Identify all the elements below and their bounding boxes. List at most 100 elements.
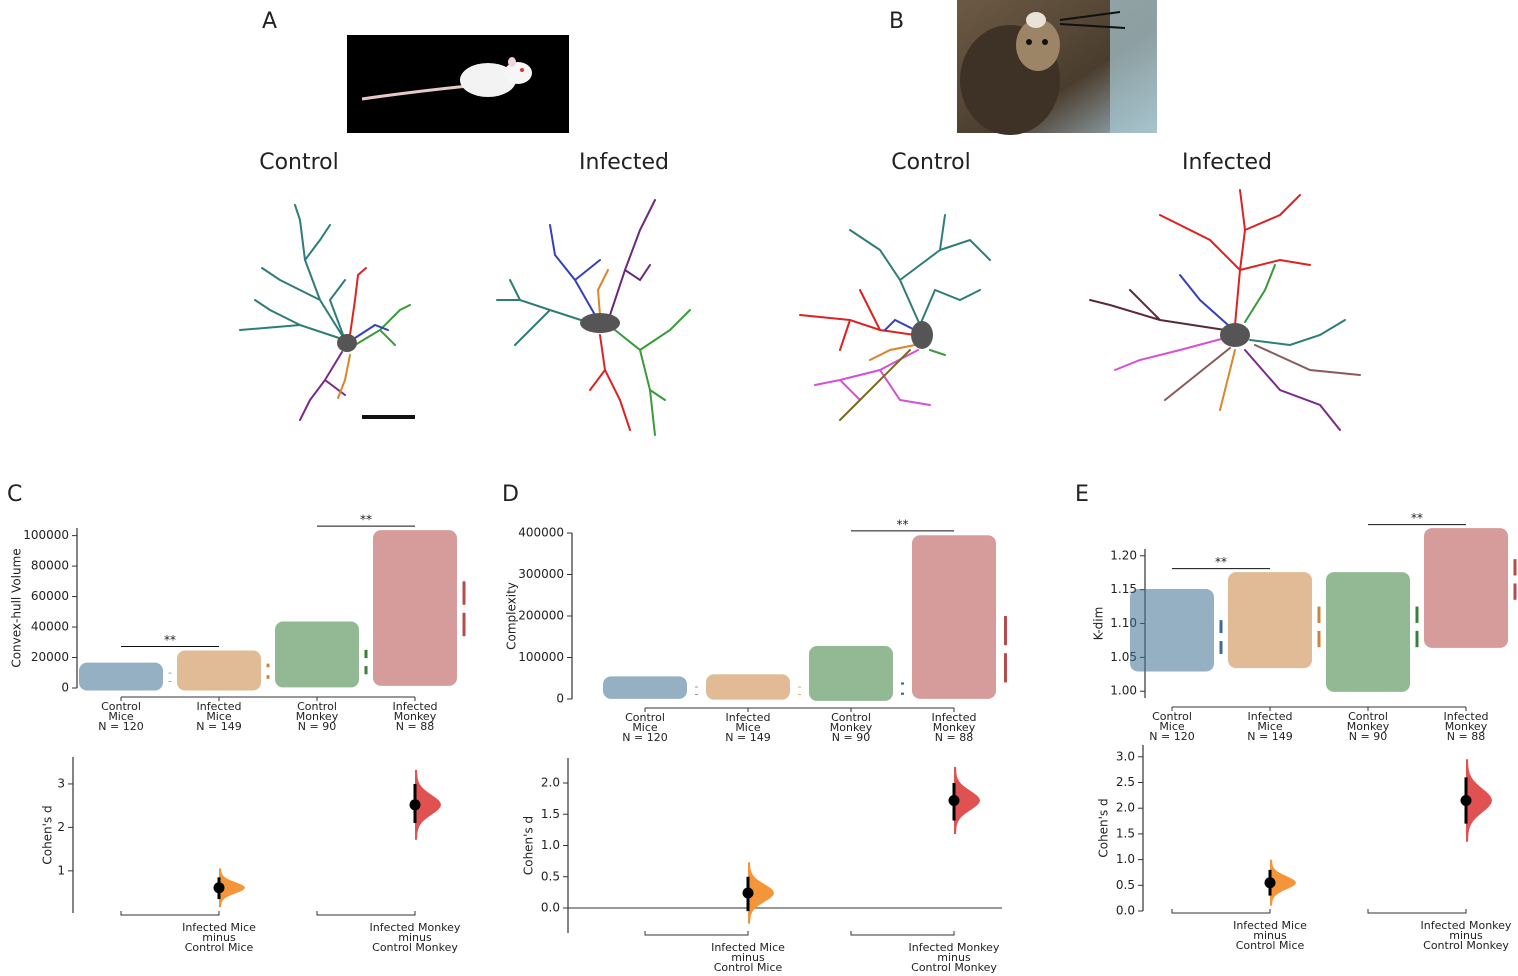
y-tick-label: 100000 <box>518 650 564 664</box>
effect-point <box>1460 795 1472 807</box>
x-tick-label: Control <box>297 700 337 713</box>
effect-point <box>742 887 754 899</box>
comparison-label: Control Mice <box>1236 939 1305 952</box>
x-tick-label: Monkey <box>1445 720 1488 733</box>
neuron-reconstruction <box>799 214 991 421</box>
comparison-label: Infected Mice <box>182 921 256 934</box>
swarm-extent <box>177 650 261 691</box>
y-axis-label: Complexity <box>505 582 519 650</box>
x-tick-label: N = 90 <box>1349 730 1387 743</box>
x-tick-label: Infected <box>932 711 977 724</box>
bootstrap-distribution <box>415 769 441 840</box>
significance-label: ** <box>164 633 176 647</box>
effect-point <box>1264 877 1276 889</box>
y-tick-label: 60000 <box>31 589 69 603</box>
comparison-bracket <box>644 931 749 936</box>
significance-label: ** <box>897 517 909 531</box>
neuron-reconstruction <box>239 204 415 421</box>
x-tick-label: N = 149 <box>196 720 241 733</box>
swarm-extent <box>373 530 457 686</box>
x-tick-label: Control <box>831 711 871 724</box>
x-tick-label: N = 88 <box>1447 730 1485 743</box>
x-tick-label: Monkey <box>830 721 873 734</box>
swarm-extent <box>809 646 893 701</box>
x-tick-label: Monkey <box>296 710 339 723</box>
y-tick-label: 1.15 <box>1110 582 1137 596</box>
x-tick-label: N = 88 <box>935 731 973 744</box>
swarm-extent <box>1326 572 1410 692</box>
x-tick-label: N = 90 <box>832 731 870 744</box>
y-tick-label: 0.5 <box>1116 878 1135 892</box>
comparison-label: minus <box>1253 929 1287 942</box>
x-tick-label: Infected <box>726 711 771 724</box>
x-tick-label: N = 149 <box>1247 730 1292 743</box>
y-tick-label: 2.0 <box>541 776 560 790</box>
y-tick-label: 100000 <box>23 528 69 542</box>
column-title: Control <box>891 150 971 175</box>
x-tick-label: Mice <box>1159 720 1185 733</box>
swarm-extent <box>275 621 359 688</box>
y-tick-label: 3 <box>57 776 65 790</box>
y-axis-label: Cohen's d <box>522 816 536 875</box>
marmoset-photo <box>957 0 1157 135</box>
effect-point <box>409 799 421 811</box>
panel-letter: C <box>7 482 22 507</box>
swarm-extent <box>912 535 996 699</box>
bootstrap-distribution <box>954 767 980 834</box>
x-tick-label: N = 149 <box>725 731 770 744</box>
y-tick-label: 400000 <box>518 526 564 540</box>
comparison-bracket <box>120 911 220 916</box>
x-tick-label: Monkey <box>394 710 437 723</box>
y-tick-label: 1 <box>57 863 65 877</box>
y-tick-label: 200000 <box>518 609 564 623</box>
comparison-label: Infected Mice <box>1233 919 1307 932</box>
comparison-label: minus <box>398 931 432 944</box>
x-tick-label: Mice <box>735 721 761 734</box>
column-title: Control <box>259 150 339 175</box>
comparison-label: Infected Monkey <box>909 941 1000 954</box>
comparison-bracket <box>1367 909 1467 914</box>
column-title: Infected <box>579 150 669 175</box>
panel-letter: E <box>1075 482 1089 507</box>
comparison-bracket <box>316 911 416 916</box>
x-tick-label: Mice <box>108 710 134 723</box>
x-tick-label: Control <box>625 711 665 724</box>
y-tick-label: 0 <box>61 681 69 695</box>
y-tick-label: 1.20 <box>1110 548 1137 562</box>
bootstrap-distribution <box>748 862 774 924</box>
y-tick-label: 1.0 <box>1116 852 1135 866</box>
bootstrap-distribution <box>219 868 245 908</box>
x-tick-label: N = 120 <box>622 731 667 744</box>
significance-label: ** <box>1411 511 1423 525</box>
effect-point <box>948 795 960 806</box>
swarm-extent <box>603 676 687 699</box>
y-tick-label: 3.0 <box>1116 749 1135 763</box>
panel-letter: A <box>262 9 277 34</box>
x-tick-label: Monkey <box>933 721 976 734</box>
neuron-reconstruction <box>1089 189 1361 431</box>
swarm-extent <box>1424 528 1508 648</box>
y-tick-label: 1.5 <box>1116 826 1135 840</box>
bootstrap-distribution <box>1466 759 1492 842</box>
x-tick-label: N = 120 <box>1149 730 1194 743</box>
column-title: Infected <box>1182 150 1272 175</box>
y-tick-label: 0.5 <box>541 869 560 883</box>
y-tick-label: 2 <box>57 820 65 834</box>
significance-label: ** <box>360 513 372 527</box>
y-tick-label: 40000 <box>31 620 69 634</box>
y-tick-label: 1.0 <box>541 838 560 852</box>
x-tick-label: Control <box>1152 710 1192 723</box>
effect-point <box>213 882 225 894</box>
y-tick-label: 2.5 <box>1116 775 1135 789</box>
x-tick-label: Monkey <box>1347 720 1390 733</box>
y-axis-label: K-dim <box>1092 607 1106 641</box>
comparison-label: Infected Mice <box>711 941 785 954</box>
x-tick-label: Mice <box>632 721 658 734</box>
y-tick-label: 0.0 <box>1116 904 1135 918</box>
x-tick-label: Control <box>101 700 141 713</box>
x-tick-label: Infected <box>393 700 438 713</box>
y-axis-label: Cohen's d <box>1097 798 1111 857</box>
x-tick-label: N = 88 <box>396 720 434 733</box>
swarm-extent <box>1130 589 1214 672</box>
